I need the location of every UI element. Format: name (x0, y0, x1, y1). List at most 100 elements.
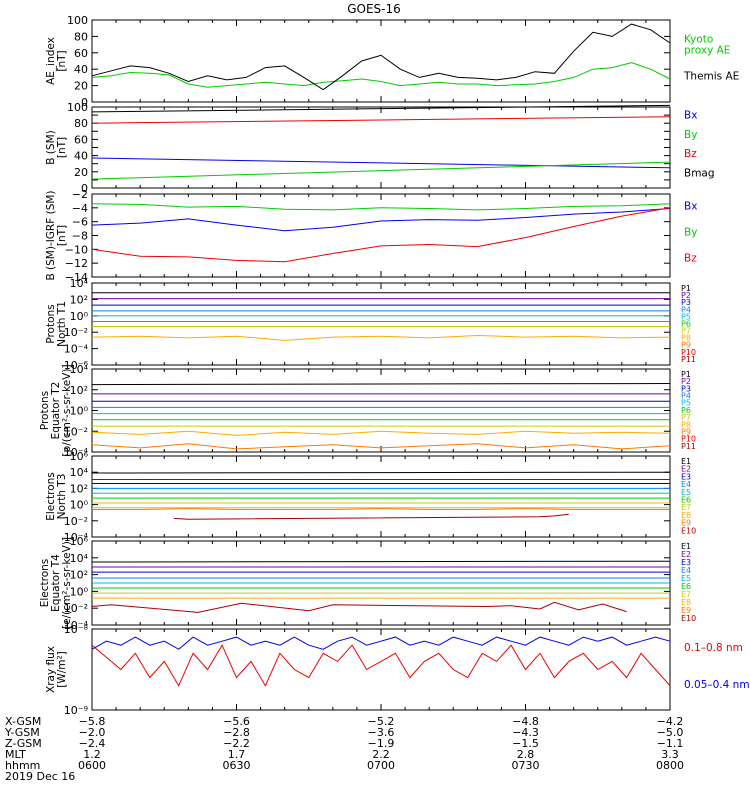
legend-entry: 0.1–0.8 nm (684, 642, 743, 654)
y-axis-label: AE_index (45, 37, 57, 85)
y-tick-label: 60 (74, 47, 88, 60)
x-row-label: Z-GSM (5, 737, 42, 750)
legend-entry: E3 (681, 472, 691, 481)
y-axis-label: Xray flux (45, 646, 57, 693)
x-tick-label: 0600 (78, 759, 106, 772)
y-axis-label: North T3 (56, 474, 68, 520)
y-tick-label: −10 (65, 243, 88, 256)
legend-entry: P3 (681, 298, 691, 307)
y-axis-label: [W/m²] (56, 651, 68, 688)
x-tick-label: −1.5 (512, 737, 539, 750)
legend-entry: proxy AE (684, 44, 730, 56)
y-tick-label: 0 (81, 96, 88, 109)
x-tick-label: −5.0 (657, 726, 684, 739)
y-axis-label: [nT] (56, 137, 68, 158)
y-tick-label: 60 (74, 133, 88, 146)
y-tick-label: 10⁴ (70, 466, 89, 479)
legend-entry: E9 (681, 519, 691, 528)
y-axis-label: Equator T2 (50, 382, 62, 440)
panel-5: 10⁻⁴ 10⁻² 10⁰ 10² 10⁴ Protons Equator T2 [p/(cm… (39, 363, 696, 459)
legend-entry: Bx (684, 110, 697, 122)
legend-entry: P8 (681, 420, 691, 429)
legend-entry: P10 (681, 435, 696, 444)
x-tick-label: 1.7 (228, 748, 246, 761)
series-line (91, 644, 671, 687)
legend-entry: E8 (681, 511, 691, 520)
x-tick-label: −4.8 (512, 715, 539, 728)
x-tick-label: 1.2 (83, 748, 101, 761)
legend-entry: E6 (681, 496, 691, 505)
x-tick-label: 0730 (512, 759, 540, 772)
y-tick-label: −2 (72, 188, 88, 201)
y-tick-label: 10⁶ (70, 450, 89, 463)
y-axis-label: North T1 (56, 301, 68, 347)
legend-entry: By (684, 227, 697, 239)
y-tick-label: 20 (74, 166, 88, 179)
legend-entry: E9 (681, 606, 691, 615)
x-tick-label: −4.3 (512, 726, 539, 739)
y-axis-label: Electrons (45, 472, 57, 521)
legend-entry: E5 (681, 488, 691, 497)
x-row-label: X-GSM (5, 715, 41, 728)
y-tick-label: 10⁻² (64, 425, 88, 438)
x-tick-label: 2.8 (517, 748, 535, 761)
panel-frame (91, 19, 671, 103)
legend-entry: P4 (681, 392, 691, 401)
x-tick-label: −2.0 (79, 726, 106, 739)
y-tick-label: 40 (74, 150, 88, 163)
y-axis-label: B (SM)-IGRF (SM) (45, 190, 57, 280)
y-tick-label: 10⁴ (70, 552, 89, 565)
legend-entry: E2 (681, 550, 691, 559)
x-tick-label: −3.6 (368, 726, 395, 739)
x-tick-label: −2.2 (223, 737, 250, 750)
panel-frame (91, 455, 671, 538)
x-tick-label: −1.9 (368, 737, 395, 750)
y-tick-label: −8 (72, 230, 88, 243)
legend-entry: E10 (681, 526, 696, 535)
legend-entry: P1 (681, 284, 691, 293)
legend-entry: Bz (684, 252, 697, 264)
legend-entry: E4 (681, 480, 691, 489)
series-line (91, 62, 671, 88)
panel-frame (91, 106, 671, 189)
y-tick-label: 0 (81, 182, 88, 195)
chart-title: GOES-16 (347, 2, 401, 16)
legend-entry: P5 (681, 312, 691, 321)
series-line (91, 443, 671, 450)
series-line (91, 334, 671, 341)
series-line (91, 471, 671, 474)
y-axis-label: [nT] (56, 225, 68, 246)
y-tick-label: 10⁻⁴ (64, 343, 89, 356)
series-line (91, 383, 671, 386)
x-tick-label: 0700 (367, 759, 395, 772)
y-axis-label: Electrons (39, 559, 51, 608)
legend-entry: P1 (681, 370, 691, 379)
y-tick-label: 80 (74, 117, 88, 130)
y-tick-label: 10⁴ (70, 277, 89, 290)
panel-frame (91, 282, 671, 366)
y-tick-label: 10⁰ (70, 310, 89, 323)
series-line (91, 104, 671, 113)
legend-entry: E7 (681, 503, 691, 512)
y-axis-label: Equator T4 (50, 554, 62, 612)
x-row-label: MLT (5, 748, 26, 761)
panel-8: 10⁻⁹ 10⁻⁸ Xray flux [W/m²] 0.1–0.8 nm 0.05–0.… (45, 623, 750, 717)
legend-entry: Bmag (684, 167, 715, 179)
series-line (92, 508, 670, 510)
x-row-label: 2019 Dec 16 (5, 770, 75, 783)
legend-entry: P4 (681, 305, 691, 314)
series-line (91, 161, 671, 180)
series-line (91, 23, 671, 91)
legend-entry: P7 (681, 327, 691, 336)
y-tick-label: 20 (74, 80, 88, 93)
legend-entry: E1 (681, 457, 691, 466)
legend-entry: P9 (681, 427, 691, 436)
x-tick-label: 2.2 (372, 748, 390, 761)
legend-entry: E1 (681, 542, 691, 551)
legend-entry: Kyoto (684, 33, 713, 45)
y-tick-label: 100 (67, 101, 88, 114)
